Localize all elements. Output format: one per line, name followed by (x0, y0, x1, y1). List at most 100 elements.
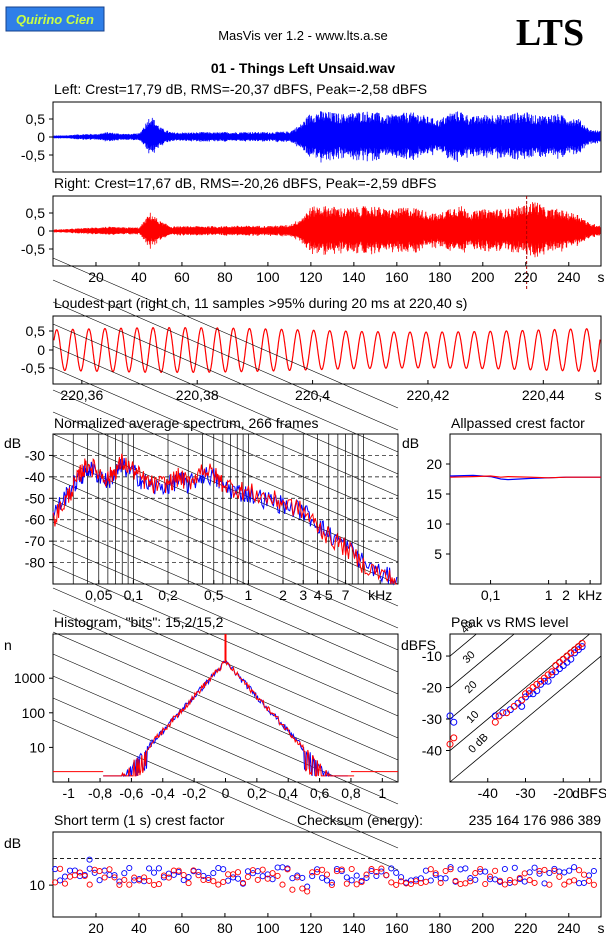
short-term-point-left (220, 866, 227, 873)
short-term-point-left (571, 864, 578, 871)
spectrum-series-right (52, 453, 397, 585)
allpassed-crest-panel: Allpassed crest factor dB 20 15 10 5 0,1 1 2 k… (402, 415, 602, 603)
peak-rms-point-right (552, 662, 560, 669)
short-term-point-right (373, 868, 380, 876)
short-term-plot (52, 856, 601, 895)
spectrum-slope-line (52, 543, 399, 695)
allpassed-x-tick-label: kHz (578, 587, 602, 603)
spectrum-x-tick-label: 0,5 (204, 587, 224, 603)
peak-rms-point-left (540, 677, 548, 685)
peak-rms-point-right (518, 696, 526, 704)
spectrum-slope-line (52, 521, 399, 673)
short-term-point-right (259, 866, 266, 873)
short-term-point-left (526, 869, 533, 876)
peak-rms-point-right (533, 680, 541, 688)
spectrum-slope-line (52, 433, 399, 585)
right-waveform-y-tick-label: 0 (37, 223, 45, 239)
spectrum-slope-line (52, 499, 399, 651)
spectrum-slope-line (52, 719, 399, 871)
spectrum-plot (52, 453, 398, 586)
allpassed-y-tick-label: 15 (426, 486, 442, 502)
short-term-point-left (388, 865, 395, 872)
histogram-y-tick-label: 1000 (14, 670, 45, 686)
short-term-point-left (328, 879, 335, 886)
histogram-x-tick-label: 0 (222, 785, 230, 801)
short-term-point-right (294, 874, 301, 881)
right-waveform-title: Right: Crest=17,67 dB, RMS=-20,26 dBFS, … (54, 175, 436, 191)
short-term-point-right (52, 879, 59, 886)
spectrum-slope-line (52, 653, 399, 805)
short-term-point-right (338, 866, 345, 873)
left-waveform-y-tick-label: 0,5 (26, 111, 46, 127)
short-term-point-left (561, 869, 568, 876)
short-term-point-right (106, 866, 113, 873)
short-term-point-left (234, 875, 242, 882)
short-term-point-right (131, 874, 138, 881)
short-term-point-right (274, 872, 281, 879)
short-term-point-right (457, 880, 464, 888)
spectrum-slope-line (52, 279, 399, 431)
short-term-point-right (462, 880, 469, 887)
loudest-part-panel: Loudest part (right ch, 11 samples >95% … (21, 295, 602, 403)
peak-rms-point-right (556, 658, 563, 666)
short-term-x-tick-label: 20 (88, 920, 104, 936)
short-term-point-right (566, 878, 573, 885)
short-term-point-right (210, 878, 217, 885)
spectrum-slope-line (52, 697, 399, 849)
peak-rms-y-tick-label: -40 (422, 743, 442, 759)
short-term-ylabel: dB (4, 835, 21, 851)
short-term-point-right (541, 866, 548, 873)
spectrum-y-tick-label: -60 (25, 512, 45, 528)
short-term-point-left (215, 864, 222, 872)
histogram-plot (53, 634, 398, 778)
crest-line (449, 655, 602, 783)
peak-rms-point-right (567, 649, 575, 657)
right-waveform-x-tick-label: 120 (299, 269, 323, 285)
peak-rms-x-tick-label: -30 (515, 785, 535, 801)
short-term-point-right (249, 867, 256, 874)
short-term-point-left (580, 879, 588, 886)
short-term-point-left (66, 867, 74, 874)
short-term-point-left (254, 868, 261, 875)
short-term-point-right (467, 878, 474, 885)
peak-rms-plot (446, 639, 586, 748)
peak-rms-point-left (450, 718, 458, 726)
histogram-x-tick-label: -0,2 (182, 785, 206, 801)
short-term-point-right (304, 888, 311, 895)
right-waveform-x-tick-label: 60 (174, 269, 190, 285)
short-term-point-left (546, 869, 553, 877)
short-term-frame (52, 831, 602, 918)
left-waveform-panel: Left: Crest=17,79 dB, RMS=-20,37 dBFS, P… (21, 81, 602, 173)
short-term-point-left (150, 869, 158, 876)
short-term-point-left (289, 875, 296, 882)
peak-rms-y-tick-label: -30 (422, 711, 442, 727)
short-term-point-right (551, 867, 558, 874)
histogram-y-tick-label: 10 (29, 739, 45, 755)
short-term-point-right (511, 879, 518, 886)
crest-line (449, 633, 515, 688)
short-term-point-right (269, 870, 276, 877)
short-term-point-left (61, 873, 69, 880)
short-term-point-left (343, 874, 350, 881)
short-term-point-right (561, 881, 568, 888)
peak-rms-point-left (556, 665, 563, 673)
histogram-x-tick-label: 1 (378, 785, 386, 801)
crest-line-label: 0 dB (466, 731, 490, 755)
short-term-point-left (393, 869, 400, 876)
short-term-point-right (309, 869, 316, 876)
short-term-point-left (101, 867, 108, 874)
short-term-point-left (294, 872, 301, 879)
short-term-point-right (368, 866, 375, 873)
histogram-x-tick-label: -0,4 (151, 785, 175, 801)
short-term-x-tick-label: 80 (217, 920, 233, 936)
short-term-point-right (393, 881, 400, 888)
short-term-point-right (279, 881, 286, 888)
short-term-point-left (373, 872, 380, 880)
short-term-point-right (289, 886, 296, 893)
short-term-x-tick-label: 180 (428, 920, 452, 936)
loudest-part-x-tick-label: 220,36 (60, 387, 103, 403)
loudest-part-series (53, 326, 601, 374)
peak-rms-title: Peak vs RMS level (451, 614, 568, 630)
